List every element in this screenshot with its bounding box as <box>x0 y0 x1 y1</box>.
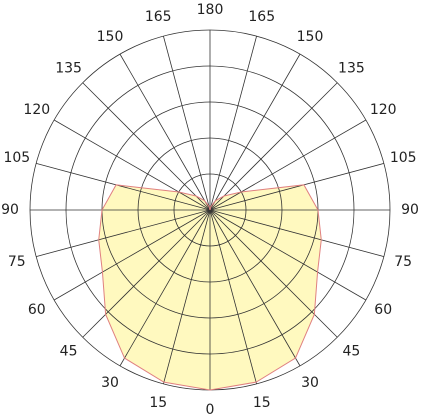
angle-label: 105 <box>3 150 30 166</box>
radial-line <box>209 163 384 211</box>
area-half <box>98 184 210 390</box>
angle-label: 0 <box>206 402 215 418</box>
radial-line <box>209 209 384 257</box>
angle-label: 120 <box>370 102 397 118</box>
area-half <box>210 184 322 390</box>
curve-line <box>209 184 322 391</box>
angle-label: 60 <box>28 302 46 318</box>
radial-line <box>82 209 211 338</box>
radial-line <box>209 209 367 301</box>
angle-label: 15 <box>149 395 167 411</box>
angle-label: 180 <box>197 2 224 18</box>
angle-label: 135 <box>338 61 365 77</box>
radial-line <box>36 163 211 211</box>
radial-line <box>209 209 301 367</box>
radial-line <box>163 209 211 384</box>
angle-label: 60 <box>374 302 392 318</box>
angle-label: 135 <box>55 61 82 77</box>
angle-label: 15 <box>253 395 271 411</box>
radial-line <box>209 36 257 211</box>
radial-line <box>209 119 367 211</box>
angle-label: 90 <box>401 202 419 218</box>
angle-label: 90 <box>1 202 19 218</box>
angle-label: 45 <box>343 343 361 359</box>
radial-line <box>163 36 211 211</box>
radial-line <box>82 82 211 211</box>
radial-line <box>53 119 211 211</box>
radial-line <box>53 209 211 301</box>
radial-line <box>209 82 338 211</box>
angle-label: 105 <box>390 150 417 166</box>
angle-label: 45 <box>60 343 78 359</box>
radial-line <box>119 53 211 211</box>
angle-label: 75 <box>8 254 26 270</box>
radial-line <box>36 209 211 257</box>
radial-line <box>119 209 211 367</box>
angle-label: 165 <box>145 9 172 25</box>
angle-label: 120 <box>23 102 50 118</box>
angle-label: 30 <box>101 375 119 391</box>
angle-label: 75 <box>394 254 412 270</box>
angle-label: 150 <box>97 29 124 45</box>
radial-line <box>209 53 301 211</box>
angle-label: 165 <box>248 9 275 25</box>
curve-line <box>98 184 211 391</box>
radial-line <box>209 209 257 384</box>
radial-line <box>209 209 338 338</box>
angle-label: 150 <box>297 29 324 45</box>
angle-label: 30 <box>301 375 319 391</box>
